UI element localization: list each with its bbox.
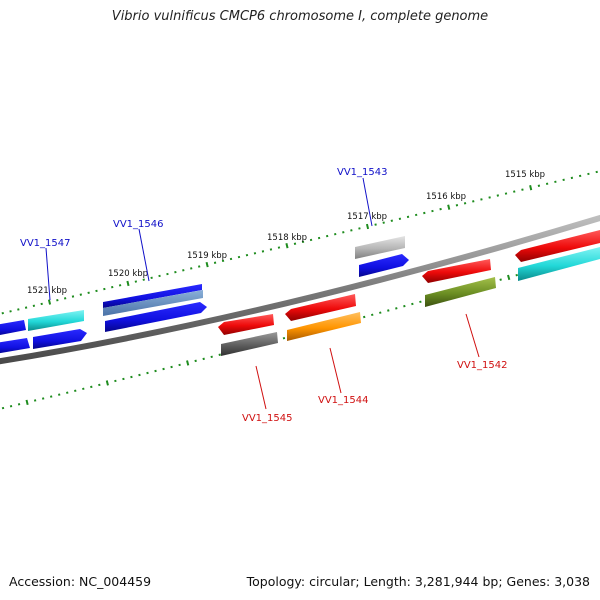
outer-scale-ruler	[1, 170, 598, 315]
accession-text: Accession: NC_004459	[9, 574, 152, 589]
major-tick	[105, 380, 109, 386]
kbp-label-1516: 1516 kbp	[426, 192, 466, 202]
kbp-label-1518: 1518 kbp	[267, 233, 307, 243]
reverse-gene-features	[218, 277, 496, 356]
gene-feature[interactable]	[105, 302, 207, 332]
gene-label-vv1-1546[interactable]: VV1_1546	[113, 219, 164, 230]
gene-label-vv1-1545[interactable]: VV1_1545	[242, 413, 293, 424]
gene-label-vv1-1544[interactable]: VV1_1544	[318, 395, 369, 406]
gene-feature[interactable]	[0, 338, 30, 354]
gene-vv1-1545-top[interactable]	[218, 314, 274, 335]
major-tick	[447, 204, 451, 210]
gene-vv1-1547[interactable]	[28, 310, 84, 331]
minor-tick	[371, 313, 374, 317]
gene-vv1-1542[interactable]	[425, 277, 496, 307]
minor-tick	[403, 304, 406, 308]
kbp-label-1517: 1517 kbp	[347, 212, 387, 222]
kbp-label-1515: 1515 kbp	[505, 170, 545, 180]
minor-tick	[411, 302, 414, 306]
kbp-label-1520: 1520 kbp	[108, 269, 148, 279]
gene-feature[interactable]	[359, 254, 409, 277]
major-tick	[25, 399, 29, 406]
gene-feature[interactable]	[33, 329, 87, 349]
gene-vv1-1546[interactable]	[103, 284, 202, 308]
gene-feature[interactable]	[0, 320, 26, 336]
kbp-label-1521: 1521 kbp	[27, 286, 67, 296]
forward-gene-features	[0, 230, 600, 354]
gene-feature[interactable]	[285, 294, 356, 321]
major-tick	[507, 274, 511, 281]
gene-feature[interactable]	[103, 290, 203, 316]
gene-label-vv1-1543[interactable]: VV1_1543	[337, 167, 388, 178]
gene-vv1-1545[interactable]	[221, 332, 278, 356]
minor-tick	[515, 273, 518, 277]
major-tick	[47, 299, 52, 305]
gene-label-vv1-1542[interactable]: VV1_1542	[457, 360, 508, 371]
label-leader-lines	[45, 177, 480, 410]
gene-feature[interactable]	[518, 247, 600, 281]
gene-vv1-1543[interactable]	[355, 236, 405, 259]
minor-tick	[419, 300, 422, 304]
major-tick	[365, 223, 370, 230]
minor-tick	[379, 311, 382, 314]
minor-tick	[362, 315, 366, 319]
minor-tick	[499, 278, 502, 281]
major-tick	[126, 280, 130, 287]
minor-tick	[282, 336, 286, 340]
map-title: Vibrio vulnificus CMCP6 chromosome I, co…	[111, 9, 489, 24]
gene-label-vv1-1547[interactable]: VV1_1547	[20, 238, 71, 249]
minor-tick	[395, 307, 398, 310]
kbp-label-1519: 1519 kbp	[187, 251, 227, 261]
topology-summary-text: Topology: circular; Length: 3,281,944 bp…	[246, 574, 590, 589]
gene-feature[interactable]	[422, 259, 491, 283]
major-tick	[186, 360, 190, 366]
genome-backbone	[0, 214, 600, 365]
major-tick	[205, 261, 209, 268]
major-tick	[529, 185, 533, 191]
gene-feature[interactable]	[515, 230, 600, 262]
gene-vv1-1544[interactable]	[287, 312, 361, 341]
major-tick	[285, 242, 289, 249]
minor-tick	[387, 309, 390, 312]
